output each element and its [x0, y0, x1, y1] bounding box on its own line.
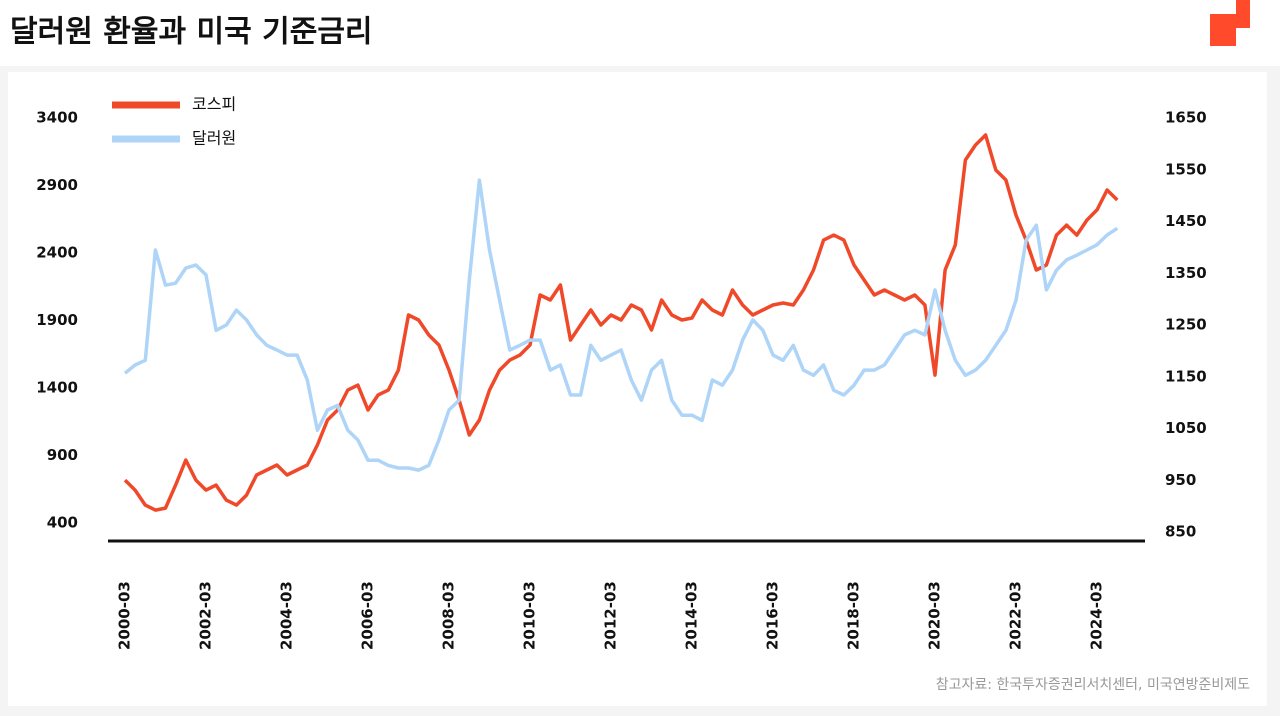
- x-tick-label: 2016-03: [764, 581, 782, 650]
- series-line: [123, 178, 1119, 472]
- y-tick-label: 2400: [36, 244, 78, 262]
- x-tick-label: 2004-03: [278, 581, 296, 650]
- y2-tick-label: 1150: [1165, 367, 1207, 385]
- x-tick-label: 2018-03: [845, 581, 863, 650]
- y-tick-label: 2900: [36, 176, 78, 194]
- y2-tick-label: 1250: [1165, 316, 1207, 334]
- legend-label: 코스피: [192, 95, 236, 114]
- y2-tick-label: 1450: [1165, 212, 1207, 230]
- y2-tick-label: 1550: [1165, 160, 1207, 178]
- x-tick-label: 2008-03: [440, 581, 458, 650]
- y2-tick-label: 1050: [1165, 419, 1207, 437]
- legend-label: 달러원: [192, 129, 236, 148]
- x-tick-label: 2000-03: [116, 581, 134, 650]
- x-tick-label: 2012-03: [602, 581, 620, 650]
- source-note: 참고자료: 한국투자증권리서치센터, 미국연방준비제도: [936, 677, 1250, 693]
- y-tick-label: 900: [47, 446, 78, 464]
- x-tick-label: 2020-03: [926, 581, 944, 650]
- series-line: [123, 133, 1119, 512]
- logo: [1210, 0, 1250, 46]
- y-tick-label: 400: [47, 514, 78, 532]
- y-tick-label: 3400: [36, 109, 78, 127]
- y2-tick-label: 850: [1165, 523, 1196, 541]
- y2-tick-label: 950: [1165, 471, 1196, 489]
- x-tick-label: 2014-03: [683, 581, 701, 650]
- header-bg: [0, 0, 1280, 66]
- y-tick-label: 1900: [36, 311, 78, 329]
- x-tick-label: 2010-03: [521, 581, 539, 650]
- y-tick-label: 1400: [36, 379, 78, 397]
- chart-title: 달러원 환율과 미국 기준금리: [10, 15, 373, 50]
- x-tick-label: 2022-03: [1007, 581, 1025, 650]
- y2-tick-label: 1650: [1165, 109, 1207, 127]
- x-tick-label: 2002-03: [197, 581, 215, 650]
- y2-tick-label: 1350: [1165, 264, 1207, 282]
- x-tick-label: 2024-03: [1088, 581, 1106, 650]
- x-tick-label: 2006-03: [359, 581, 377, 650]
